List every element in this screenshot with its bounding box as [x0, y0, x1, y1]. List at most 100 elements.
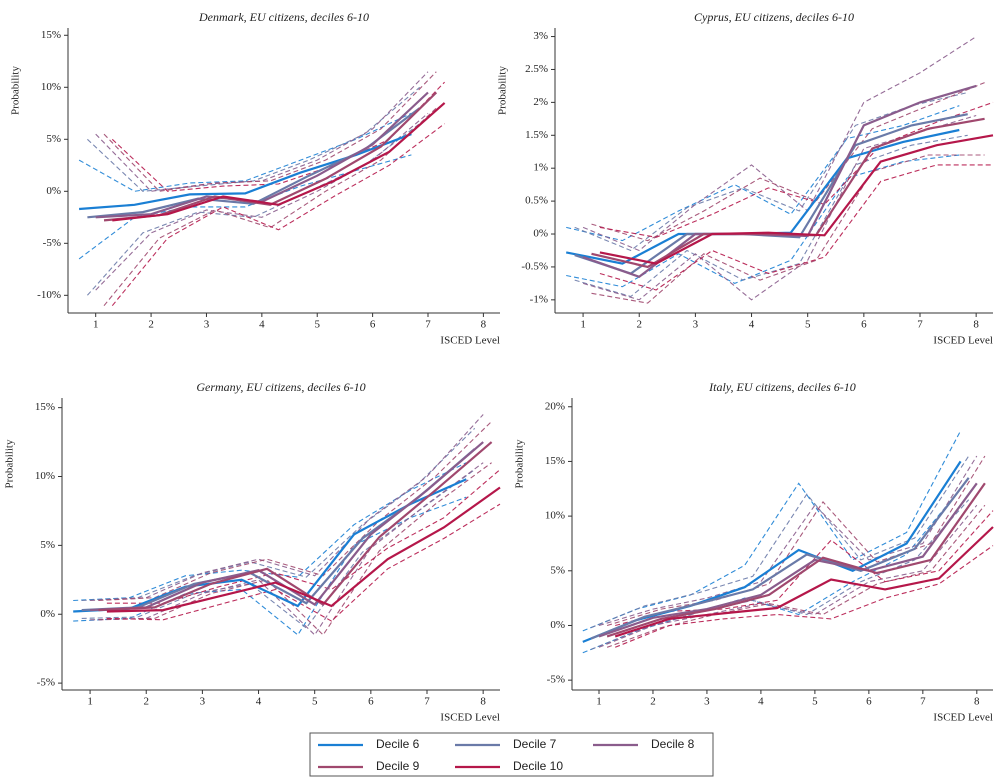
- y-tick-label: 5%: [46, 133, 61, 145]
- y-tick-label: 2%: [533, 96, 548, 108]
- ci-upper-line: [87, 86, 421, 192]
- series-line: [90, 441, 484, 612]
- series-line: [106, 486, 501, 613]
- series-line: [598, 482, 978, 638]
- x-tick-label: 2: [148, 319, 154, 331]
- series-line: [606, 482, 986, 638]
- x-tick-label: 6: [866, 696, 872, 708]
- legend-label: Decile 9: [376, 759, 420, 773]
- series-line: [591, 117, 985, 269]
- x-tick-label: 5: [805, 319, 811, 331]
- x-tick-label: 1: [93, 319, 99, 331]
- ci-upper-line: [566, 105, 960, 242]
- x-tick-label: 8: [973, 319, 979, 331]
- y-tick-label: -0.5%: [521, 260, 548, 272]
- ci-lower-line: [566, 154, 960, 288]
- chart-title: Cyprus, EU citizens, deciles 6-10: [694, 10, 854, 24]
- series-line: [112, 102, 446, 222]
- x-tick-label: 3: [200, 696, 206, 708]
- x-tick-label: 3: [704, 696, 710, 708]
- series-line: [565, 128, 960, 265]
- x-tick-label: 8: [481, 319, 487, 331]
- x-tick-label: 4: [256, 696, 262, 708]
- ci-upper-line: [591, 82, 985, 242]
- ci-lower-line: [90, 462, 484, 636]
- y-axis-label: Probability: [497, 66, 509, 115]
- x-tick-label: 7: [920, 696, 926, 708]
- y-tick-label: 5%: [40, 539, 55, 551]
- chart-title: Denmark, EU citizens, deciles 6-10: [198, 10, 369, 24]
- ci-lower-line: [73, 496, 467, 636]
- x-tick-label: 6: [368, 696, 374, 708]
- y-axis-label: Probability: [4, 439, 16, 488]
- y-tick-label: 15%: [545, 455, 565, 467]
- ci-lower-line: [599, 164, 993, 291]
- ci-upper-line: [582, 36, 977, 252]
- legend-label: Decile 10: [513, 759, 563, 773]
- ci-lower-line: [103, 107, 437, 307]
- series-line: [590, 477, 970, 640]
- series-line: [574, 113, 968, 275]
- y-tick-label: 5%: [550, 564, 565, 576]
- x-tick-label: 6: [370, 319, 376, 331]
- chart-title: Italy, EU citizens, deciles 6-10: [708, 380, 856, 394]
- series-line: [81, 448, 476, 612]
- ci-upper-line: [599, 101, 994, 238]
- x-tick-label: 6: [861, 319, 867, 331]
- ci-lower-line: [111, 123, 445, 307]
- x-tick-label: 2: [650, 696, 656, 708]
- y-tick-label: 0%: [40, 608, 55, 620]
- x-tick-label: 5: [312, 696, 318, 708]
- ci-lower-line: [614, 545, 994, 648]
- ci-lower-line: [78, 154, 412, 260]
- y-tick-label: 10%: [35, 470, 55, 482]
- ci-upper-line: [81, 427, 476, 602]
- x-axis-label: ISCED Level: [933, 712, 993, 724]
- x-tick-label: 7: [917, 319, 923, 331]
- y-tick-label: -10%: [37, 289, 61, 301]
- series-line: [599, 134, 994, 265]
- series-line: [582, 460, 962, 643]
- series-line: [98, 441, 493, 612]
- y-tick-label: 10%: [545, 510, 565, 522]
- x-tick-label: 4: [758, 696, 764, 708]
- ci-lower-line: [81, 469, 476, 629]
- x-tick-label: 1: [580, 319, 586, 331]
- x-tick-label: 2: [636, 319, 642, 331]
- legend-label: Decile 8: [651, 737, 695, 751]
- y-axis-label: Probability: [10, 66, 22, 115]
- y-tick-label: 1.5%: [525, 129, 548, 141]
- ci-upper-line: [598, 455, 978, 627]
- y-tick-label: 0%: [46, 185, 61, 197]
- y-tick-label: 2.5%: [525, 63, 548, 75]
- x-tick-label: 7: [424, 696, 430, 708]
- ci-lower-line: [582, 114, 977, 301]
- ci-lower-line: [574, 134, 968, 298]
- ci-upper-line: [90, 414, 484, 602]
- ci-upper-line: [73, 462, 467, 602]
- y-tick-label: 3%: [533, 30, 548, 42]
- y-tick-label: 15%: [41, 29, 61, 41]
- ci-upper-line: [103, 71, 437, 192]
- x-tick-label: 5: [812, 696, 818, 708]
- x-tick-label: 4: [259, 319, 265, 331]
- x-tick-label: 7: [425, 319, 431, 331]
- y-axis-label: Probability: [514, 439, 526, 488]
- x-tick-label: 5: [314, 319, 320, 331]
- ci-lower-line: [106, 503, 501, 622]
- ci-lower-line: [598, 504, 978, 648]
- ci-upper-line: [582, 430, 962, 632]
- ci-upper-line: [590, 455, 970, 629]
- y-tick-label: -1%: [530, 293, 548, 305]
- y-tick-label: 0.5%: [525, 195, 548, 207]
- x-tick-label: 8: [974, 696, 980, 708]
- x-axis-label: ISCED Level: [440, 335, 500, 347]
- legend-label: Decile 7: [513, 737, 557, 751]
- y-tick-label: 10%: [41, 81, 61, 93]
- legend-box: [309, 732, 714, 777]
- x-tick-label: 3: [204, 319, 210, 331]
- series-line: [614, 526, 994, 638]
- x-tick-label: 8: [480, 696, 486, 708]
- x-tick-label: 1: [596, 696, 602, 708]
